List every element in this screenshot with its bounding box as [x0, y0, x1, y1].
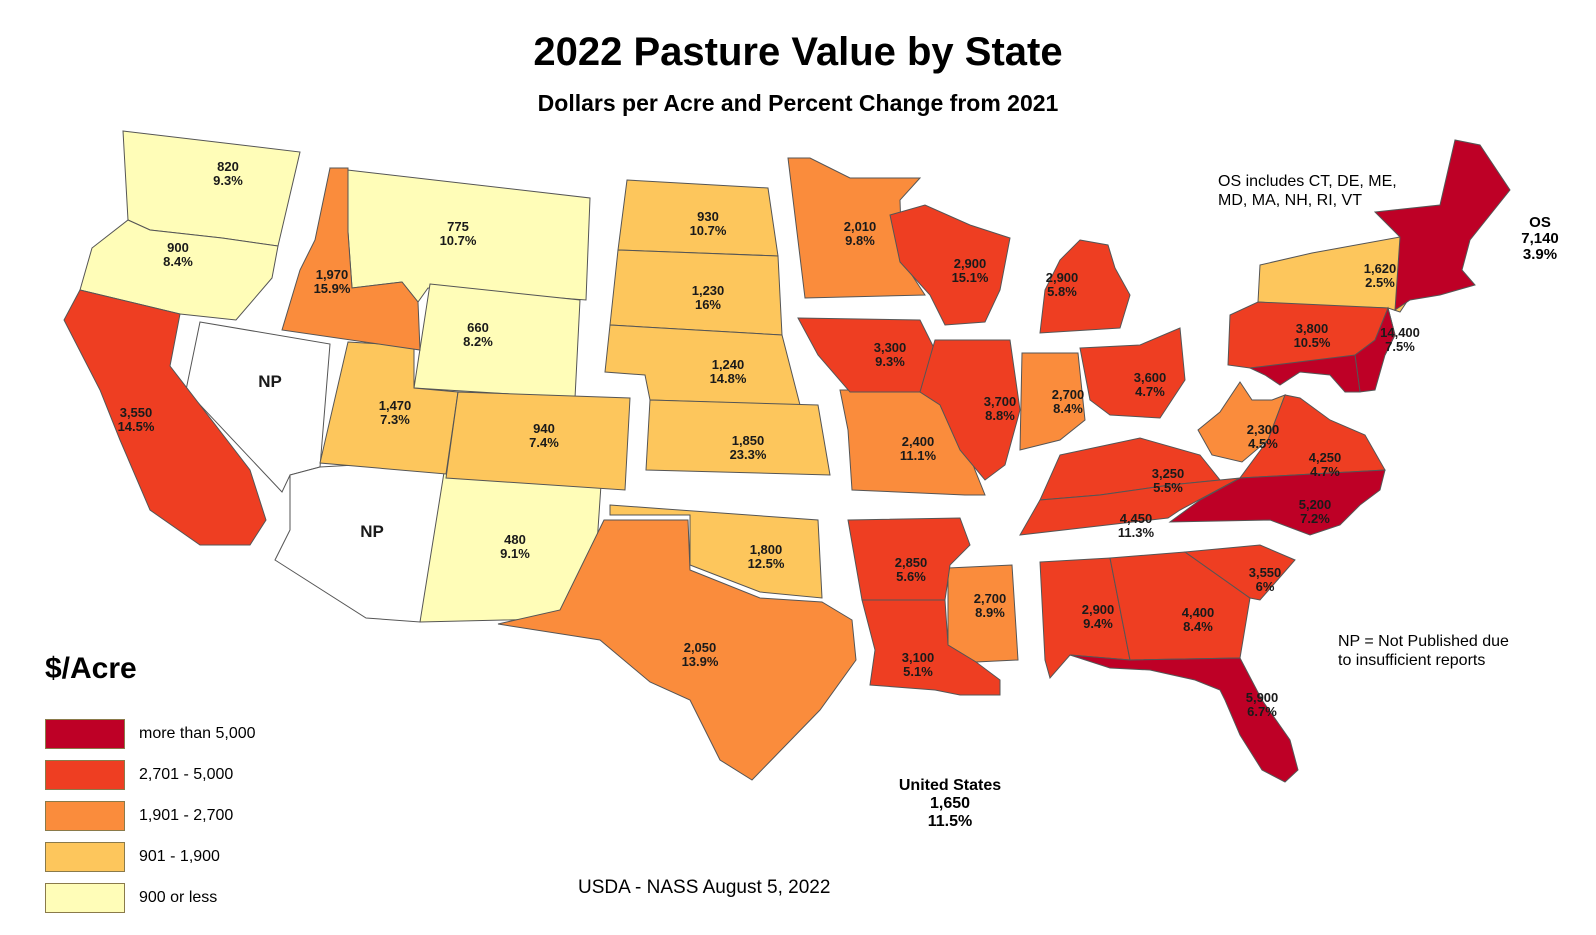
label-ut: 1,470 7.3%	[378, 398, 412, 427]
state-ne	[604, 324, 801, 406]
state-mn	[787, 157, 926, 299]
label-ca: 3,550 14.5%	[117, 405, 155, 434]
label-ga: 4,400 8.4%	[1181, 605, 1215, 634]
label-nc: 5,200 7.2%	[1298, 497, 1332, 526]
state-la	[861, 599, 1001, 696]
label-nj: 14,400 7.5%	[1380, 325, 1420, 354]
state-tx	[497, 519, 857, 781]
state-ga	[1109, 551, 1251, 661]
label-ia: 3,300 9.3%	[873, 340, 907, 369]
label-mn: 2,010 9.8%	[843, 219, 877, 248]
legend-label: 901 - 1,900	[139, 847, 220, 865]
label-ny: 1,620 2.5%	[1363, 261, 1397, 290]
state-sc	[1183, 544, 1296, 601]
state-ca	[63, 289, 267, 546]
label-oh: 3,600 4.7%	[1133, 370, 1167, 399]
legend-swatch	[45, 882, 125, 913]
label-wy: 660 8.2%	[463, 320, 493, 349]
label-nm: 480 9.1%	[500, 532, 530, 561]
source-credit: USDA - NASS August 5, 2022	[578, 877, 831, 898]
legend-item: 1,901 - 2,700	[45, 795, 256, 836]
legend-swatch	[45, 759, 125, 790]
state-or	[79, 219, 279, 321]
label-in: 2,700 8.4%	[1051, 387, 1085, 416]
legend-label: more than 5,000	[139, 724, 256, 742]
label-tn: 4,450 11.3%	[1117, 511, 1155, 540]
legend-item: 901 - 1,900	[45, 836, 256, 877]
label-ks: 1,850 23.3%	[729, 433, 767, 462]
label-tx: 2,050 13.9%	[681, 640, 719, 669]
other-states-label: OS 7,140 3.9%	[1521, 214, 1559, 263]
state-id	[281, 167, 421, 351]
state-oh	[1079, 327, 1186, 419]
label-ok: 1,800 12.5%	[747, 542, 785, 571]
legend-swatch	[45, 841, 125, 872]
label-mi: 2,900 5.8%	[1045, 270, 1079, 299]
legend-label: 1,901 - 2,700	[139, 806, 234, 824]
label-nv: NP	[258, 372, 282, 391]
map-subtitle: Dollars per Acre and Percent Change from…	[537, 90, 1059, 116]
state-co	[445, 391, 631, 491]
legend-title: $/Acre	[45, 652, 137, 685]
label-sc: 3,550 6%	[1248, 565, 1282, 594]
state-nc	[1168, 469, 1386, 536]
united-states-total: United States 1,650 11.5%	[898, 777, 1002, 830]
label-la: 3,100 5.1%	[901, 650, 935, 679]
state-mi	[1039, 239, 1131, 334]
state-ia	[797, 317, 936, 393]
legend-item: more than 5,000	[45, 713, 256, 754]
label-fl: 5,900 6.7%	[1245, 690, 1279, 719]
state-wv	[1197, 381, 1286, 463]
state-in	[1019, 352, 1086, 451]
np-note: NP = Not Published due to insufficient r…	[1338, 633, 1509, 669]
state-wy	[413, 283, 581, 399]
label-ne: 1,240 14.8%	[709, 357, 747, 386]
label-il: 3,700 8.8%	[983, 394, 1017, 423]
state-nj	[1354, 306, 1396, 393]
state-az	[274, 459, 447, 623]
label-id: 1,970 15.9%	[313, 267, 351, 296]
state-il	[919, 339, 1021, 481]
label-co: 940 7.4%	[529, 421, 559, 450]
label-al: 2,900 9.4%	[1081, 602, 1115, 631]
legend-item: 2,701 - 5,000	[45, 754, 256, 795]
state-wa	[122, 130, 301, 247]
label-az: NP	[360, 522, 384, 541]
legend-swatch	[45, 718, 125, 749]
map-title: 2022 Pasture Value by State	[533, 30, 1063, 74]
state-ms	[947, 564, 1019, 663]
state-fl	[1069, 654, 1299, 783]
label-wv: 2,300 4.5%	[1246, 422, 1280, 451]
label-wi: 2,900 15.1%	[951, 256, 989, 285]
state-new-england	[1373, 139, 1511, 311]
state-ks	[645, 399, 831, 476]
legend-label: 2,701 - 5,000	[139, 765, 234, 783]
label-ms: 2,700 8.9%	[973, 591, 1007, 620]
label-sd: 1,230 16%	[691, 283, 725, 312]
label-pa: 3,800 10.5%	[1293, 321, 1331, 350]
label-nd: 930 10.7%	[689, 209, 727, 238]
state-ok	[609, 504, 823, 599]
label-va: 4,250 4.7%	[1308, 450, 1342, 479]
label-ky: 3,250 5.5%	[1151, 466, 1185, 495]
label-mt: 775 10.7%	[439, 219, 477, 248]
legend-item: 900 or less	[45, 877, 256, 918]
label-wa: 820 9.3%	[213, 159, 243, 188]
label-or: 900 8.4%	[163, 240, 193, 269]
legend-swatch	[45, 800, 125, 831]
label-mo: 2,400 11.1%	[899, 434, 937, 463]
legend: more than 5,000 2,701 - 5,000 1,901 - 2,…	[45, 713, 256, 918]
os-includes-note: OS includes CT, DE, ME, MD, MA, NH, RI, …	[1218, 173, 1397, 209]
state-md-de	[1248, 354, 1361, 393]
label-ar: 2,850 5.6%	[894, 555, 928, 584]
legend-label: 900 or less	[139, 888, 218, 906]
state-wi	[889, 204, 1011, 326]
